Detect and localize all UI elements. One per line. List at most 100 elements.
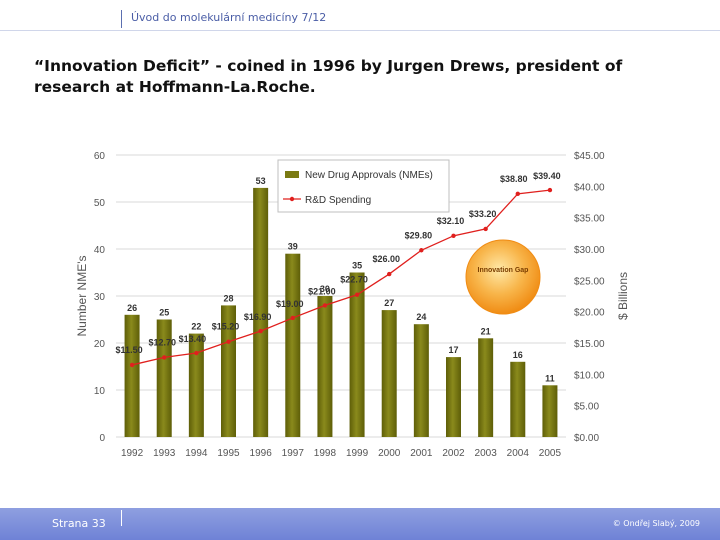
rd-point-label: $19.00 [276, 299, 304, 309]
rd-point-label: $12.70 [148, 337, 176, 347]
nme-bar-label: 35 [352, 261, 362, 271]
legend-box [277, 159, 450, 213]
rd-point-label: $39.40 [533, 171, 561, 181]
y2-tick-label: $45.00 [574, 151, 605, 162]
rd-point [547, 187, 553, 193]
copyright: © Ondřej Slabý, 2009 [612, 519, 700, 528]
page-number: Strana 33 [52, 517, 106, 530]
nme-bar [446, 357, 461, 437]
y2-tick-label: $15.00 [574, 339, 605, 350]
legend-swatch-point [289, 196, 295, 202]
nme-bar [317, 296, 333, 437]
rd-point [387, 271, 392, 277]
rd-point-label: $33.20 [469, 209, 497, 219]
y2-tick-label: $35.00 [574, 214, 605, 225]
nme-bar [413, 324, 429, 437]
y2-tick-label: $40.00 [574, 182, 605, 193]
nme-bar-label: 16 [513, 350, 523, 360]
nme-bar-label: 30 [320, 284, 330, 294]
footer-bar [0, 508, 720, 540]
nme-bar [510, 361, 526, 437]
nme-bar [542, 385, 558, 437]
nme-bar-label: 39 [288, 242, 298, 252]
x-tick-label: 1997 [282, 448, 305, 459]
rd-point-label: $15.20 [212, 322, 240, 332]
y-tick-label: 40 [94, 245, 106, 256]
nme-bar-label: 11 [545, 373, 555, 383]
rd-point-label: $13.40 [179, 334, 207, 344]
y-tick-label: 30 [94, 292, 106, 303]
nme-bar [156, 319, 172, 437]
nme-bar-label: 21 [481, 326, 491, 336]
nme-bar-label: 26 [127, 303, 137, 313]
nme-bar [253, 187, 269, 437]
rd-point [419, 248, 424, 253]
rd-point [354, 292, 360, 297]
y2-tick-label: $25.00 [574, 276, 605, 287]
rd-point-label: $38.80 [500, 174, 528, 184]
slide-title: “Innovation Deficit” - coined in 1996 by… [34, 57, 623, 96]
nme-bar [285, 253, 301, 437]
nme-bar-label: 22 [191, 322, 201, 332]
x-tick-label: 1998 [314, 448, 337, 459]
rd-point-label: $32.10 [437, 216, 465, 226]
nme-bar [221, 305, 236, 437]
rd-point-label: $11.50 [116, 345, 143, 355]
y2-tick-label: $5.00 [574, 402, 599, 413]
y-tick-label: 10 [94, 386, 106, 397]
rd-point [290, 315, 295, 321]
legend-label-rd: R&D Spending [305, 195, 371, 206]
rd-point-label: $26.00 [372, 254, 400, 264]
nme-bar [124, 314, 140, 437]
y-axis-title: Number NME's [75, 256, 89, 337]
innovation-gap-label: Innovation Gap [478, 267, 529, 274]
rd-point [226, 339, 231, 344]
header-divider [121, 10, 122, 28]
x-tick-label: 2005 [539, 448, 562, 459]
nme-bar-label: 28 [223, 293, 233, 303]
nme-bar-label: 25 [159, 308, 169, 318]
rd-point [162, 355, 167, 360]
rd-point [194, 350, 199, 356]
nme-bar-label: 27 [384, 298, 394, 308]
nme-bar-label: 17 [448, 345, 458, 355]
x-tick-label: 2002 [442, 448, 465, 459]
nme-bar-label: 24 [416, 312, 426, 322]
x-tick-label: 2001 [410, 448, 433, 459]
x-tick-label: 2000 [378, 448, 401, 459]
y2-tick-label: $20.00 [574, 308, 605, 319]
nme-bar [381, 310, 397, 437]
y-tick-label: 60 [94, 151, 106, 162]
x-tick-label: 1996 [250, 448, 273, 459]
rd-point-label: $21.00 [308, 286, 336, 296]
x-tick-label: 1995 [217, 448, 240, 459]
y2-tick-label: $0.00 [574, 433, 599, 444]
y-tick-label: 50 [94, 198, 106, 209]
y2-axis-title: $ Billions [616, 272, 630, 320]
nme-bar [478, 338, 494, 437]
rd-point [451, 233, 456, 239]
y-tick-label: 20 [94, 339, 106, 350]
x-tick-label: 1992 [121, 448, 144, 459]
y-tick-label: 0 [99, 433, 105, 444]
x-tick-label: 1993 [153, 448, 176, 459]
nme-bar [349, 272, 365, 437]
rd-line [131, 189, 551, 366]
rd-point [483, 226, 488, 232]
x-tick-label: 1999 [346, 448, 369, 459]
rd-point [515, 191, 520, 197]
legend-swatch-bars [285, 171, 299, 178]
footer-divider [121, 510, 122, 526]
y2-tick-label: $30.00 [574, 245, 605, 256]
rd-point-label: $29.80 [405, 230, 433, 240]
header-line [0, 30, 720, 31]
legend-label-nme: New Drug Approvals (NMEs) [305, 170, 433, 181]
rd-point [322, 303, 328, 308]
rd-point [129, 362, 135, 368]
x-tick-label: 2003 [475, 448, 498, 459]
x-tick-label: 2004 [507, 448, 530, 459]
rd-point [258, 328, 263, 334]
y2-tick-label: $10.00 [574, 370, 605, 381]
rd-point-label: $16.90 [244, 312, 272, 322]
